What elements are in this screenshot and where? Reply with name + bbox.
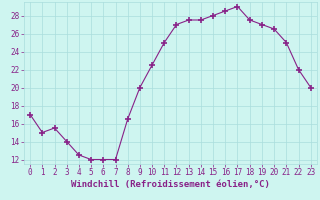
X-axis label: Windchill (Refroidissement éolien,°C): Windchill (Refroidissement éolien,°C) [71,180,270,189]
